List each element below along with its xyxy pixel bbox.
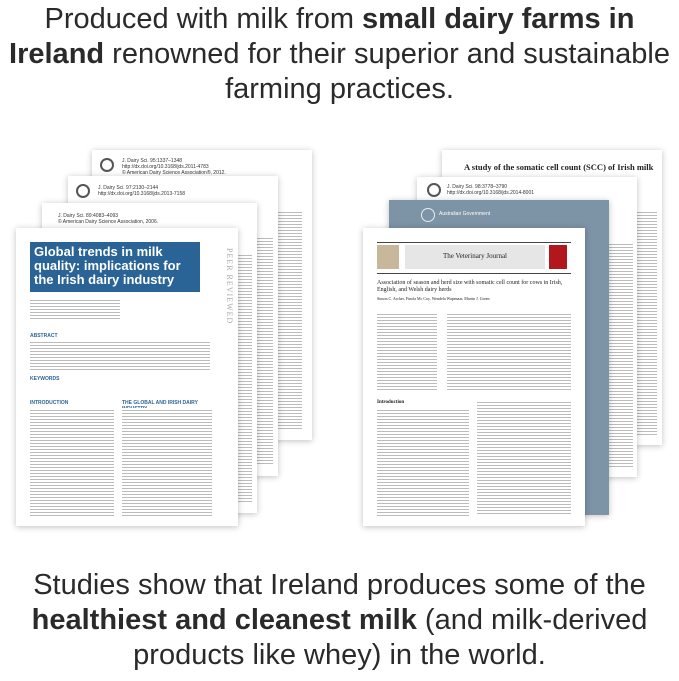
paper-title: A study of the somatic cell count (SCC) …: [464, 162, 654, 172]
org-label: Australian Government: [439, 211, 491, 217]
caption-text: Studies show that Ireland produces some …: [33, 569, 646, 601]
citation: J. Dairy Sci. 98:3778–3790: [447, 184, 508, 190]
journal-logo-icon: [427, 183, 441, 197]
citation: J. Dairy Sci. 89:4083–4093: [58, 213, 119, 219]
journal-logo-icon: [100, 158, 114, 172]
elsevier-logo-icon: [377, 245, 399, 269]
caption-text: (and milk-derived products like whey) in…: [133, 604, 648, 671]
doi: http://dx.doi.org/10.3168/jds.2011-4783: [122, 164, 209, 170]
journal-banner: [405, 245, 545, 269]
abstract-heading: ABSTRACT: [30, 333, 58, 339]
citation: J. Dairy Sci. 97:2130–2144: [98, 185, 159, 191]
intro-heading: INTRODUCTION: [30, 400, 69, 406]
copyright: © American Dairy Science Association®, 2…: [122, 170, 226, 176]
authors: Simon C. Archer, Finola Mc Coy, Wendela …: [377, 296, 490, 301]
crest-icon: [421, 208, 435, 222]
bottom-caption: Studies show that Ireland produces some …: [0, 568, 679, 673]
doi: http://dx.doi.org/10.3168/jds.2013-7158: [98, 191, 186, 197]
journal-logo-icon: [76, 184, 90, 198]
paper-global-trends: Global trends in milk quality: implicati…: [16, 228, 238, 526]
journal-name: The Veterinary Journal: [442, 252, 507, 260]
caption-bold: small dairy farms in Ireland: [9, 3, 635, 70]
intro-heading: Introduction: [377, 400, 405, 405]
copyright: © American Dairy Science Association, 20…: [58, 219, 159, 225]
paper-title: Global trends in milk quality: implicati…: [30, 242, 200, 292]
caption-text: renowned for their superior and sustaina…: [104, 38, 670, 105]
paper-veterinary-journal: The Veterinary Journal Association of se…: [363, 228, 585, 526]
doi: http://dx.doi.org/10.3168/jds.2014-8001: [447, 190, 535, 196]
keywords-heading: KEYWORDS: [30, 376, 60, 382]
caption-text: Produced with milk from: [44, 3, 363, 35]
peer-reviewed-label: PEER REVIEWED: [225, 248, 234, 325]
paper-title: Association of season and herd size with…: [377, 280, 563, 293]
top-caption: Produced with milk from small dairy farm…: [0, 2, 679, 107]
citation: J. Dairy Sci. 95:1337–1348: [122, 158, 183, 164]
caption-bold: healthiest and cleanest milk: [31, 604, 417, 636]
journal-cover-icon: [549, 245, 567, 269]
